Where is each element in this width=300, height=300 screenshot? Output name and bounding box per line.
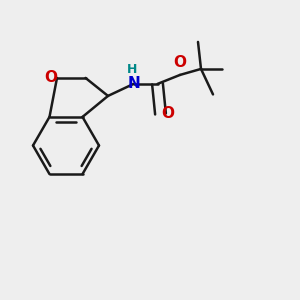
Text: N: N: [127, 76, 140, 92]
Text: O: O: [161, 106, 175, 122]
Text: O: O: [44, 70, 57, 86]
Text: O: O: [173, 56, 187, 70]
Text: H: H: [127, 63, 137, 76]
